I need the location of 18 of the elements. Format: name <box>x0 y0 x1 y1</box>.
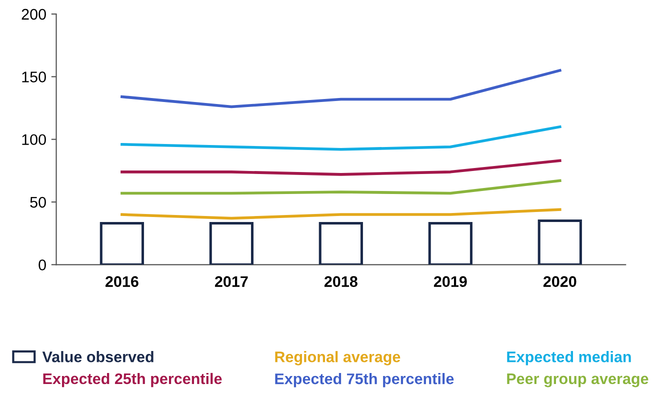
x-tick-label: 2017 <box>214 276 248 287</box>
x-tick-label: 2020 <box>543 276 576 287</box>
line-series <box>120 125 562 151</box>
text: Expected 25th percentile <box>43 372 222 388</box>
text: Regional average <box>275 351 400 366</box>
y-tick-label: 200 <box>22 8 46 20</box>
legend-label: Value observed <box>42 351 154 362</box>
x-tick-label: 2018 <box>324 276 358 287</box>
y-tick-label: 0 <box>38 260 46 270</box>
y-tick-label: 50 <box>30 196 46 208</box>
x-tick-label: 2016 <box>106 276 138 287</box>
y-tick-label: 150 <box>22 72 46 82</box>
y-tick-label: 100 <box>22 134 46 146</box>
text: Peer group average <box>507 374 648 388</box>
text: Expected 75th percentile <box>275 373 454 388</box>
line-series <box>120 69 562 108</box>
text: Expected median <box>507 351 631 366</box>
x-tick-label: 2019 <box>434 276 467 287</box>
